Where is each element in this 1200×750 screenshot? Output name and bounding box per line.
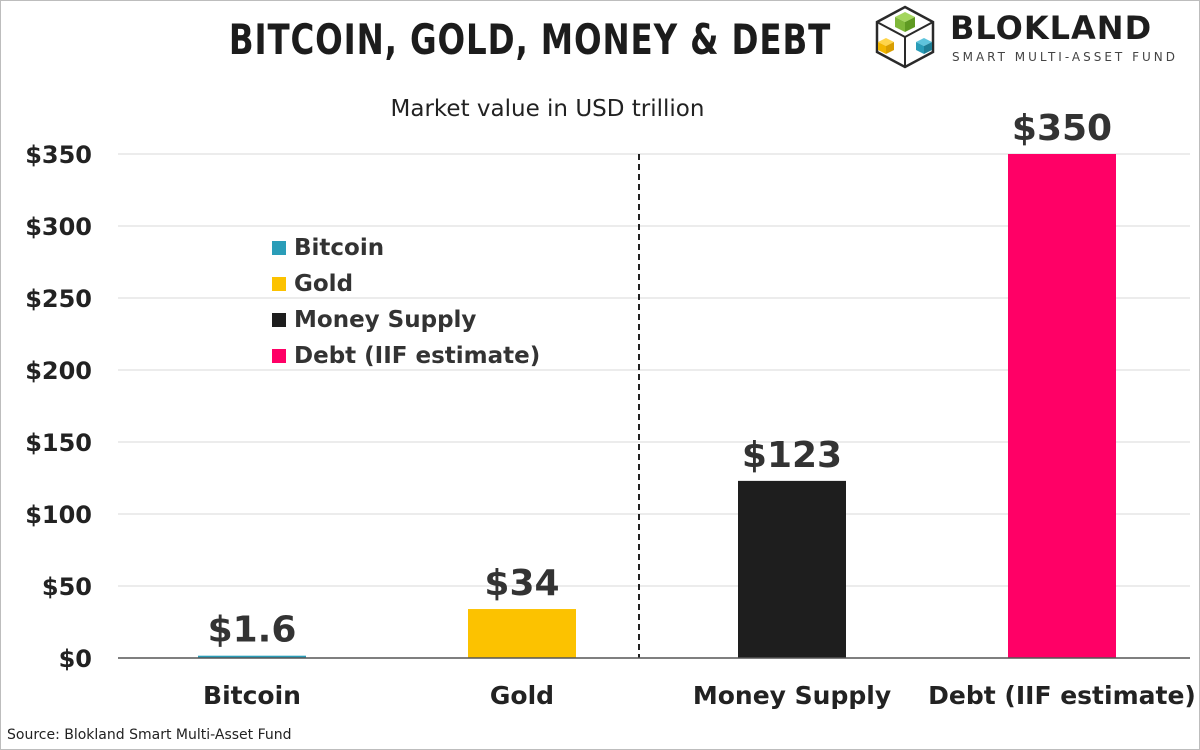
legend-item-gold: Gold xyxy=(272,266,540,302)
y-tick-label: $0 xyxy=(59,645,92,673)
brand-tagline: SMART MULTI-ASSET FUND xyxy=(952,50,1178,64)
data-label: $123 xyxy=(742,435,842,476)
chart-subtitle: Market value in USD trillion xyxy=(390,96,705,122)
cube-logo-icon xyxy=(875,5,935,69)
legend-swatch-debt xyxy=(272,349,286,363)
x-tick-label: Money Supply xyxy=(693,681,891,710)
y-tick-label: $300 xyxy=(25,213,92,241)
x-tick-label: Gold xyxy=(490,681,554,710)
brand-name: BLOKLAND xyxy=(950,9,1153,47)
legend-label: Debt (IIF estimate) xyxy=(294,343,541,369)
legend-item-debt: Debt (IIF estimate) xyxy=(272,338,540,374)
bar-debt-iif-estimate xyxy=(1008,154,1116,658)
y-tick-label: $50 xyxy=(42,573,92,601)
data-label: $1.6 xyxy=(208,610,297,651)
y-tick-label: $350 xyxy=(25,141,92,169)
data-label: $350 xyxy=(1012,108,1112,149)
x-tick-label: Debt (IIF estimate) xyxy=(928,681,1196,710)
legend-item-money-supply: Money Supply xyxy=(272,302,540,338)
legend-swatch-money-supply xyxy=(272,313,286,327)
y-tick-label: $100 xyxy=(25,501,92,529)
legend-swatch-bitcoin xyxy=(272,241,286,255)
x-tick-label: Bitcoin xyxy=(203,681,301,710)
bar-bitcoin xyxy=(198,655,306,658)
y-tick-label: $200 xyxy=(25,357,92,385)
legend-label: Bitcoin xyxy=(294,235,385,261)
chart-legend: Bitcoin Gold Money Supply Debt (IIF esti… xyxy=(272,230,540,374)
y-tick-label: $150 xyxy=(25,429,92,457)
legend-swatch-gold xyxy=(272,277,286,291)
bar-gold xyxy=(468,609,576,658)
page-title: BITCOIN, GOLD, MONEY & DEBT xyxy=(228,15,832,64)
legend-label: Gold xyxy=(294,271,354,297)
brand-logo: BLOKLAND SMART MULTI-ASSET FUND xyxy=(872,4,1192,74)
data-label: $34 xyxy=(484,563,559,604)
bar-money-supply xyxy=(738,480,846,658)
legend-label: Money Supply xyxy=(294,307,477,333)
source-note: Source: Blokland Smart Multi-Asset Fund xyxy=(7,727,292,743)
y-tick-label: $250 xyxy=(25,285,92,313)
legend-item-bitcoin: Bitcoin xyxy=(272,230,540,266)
